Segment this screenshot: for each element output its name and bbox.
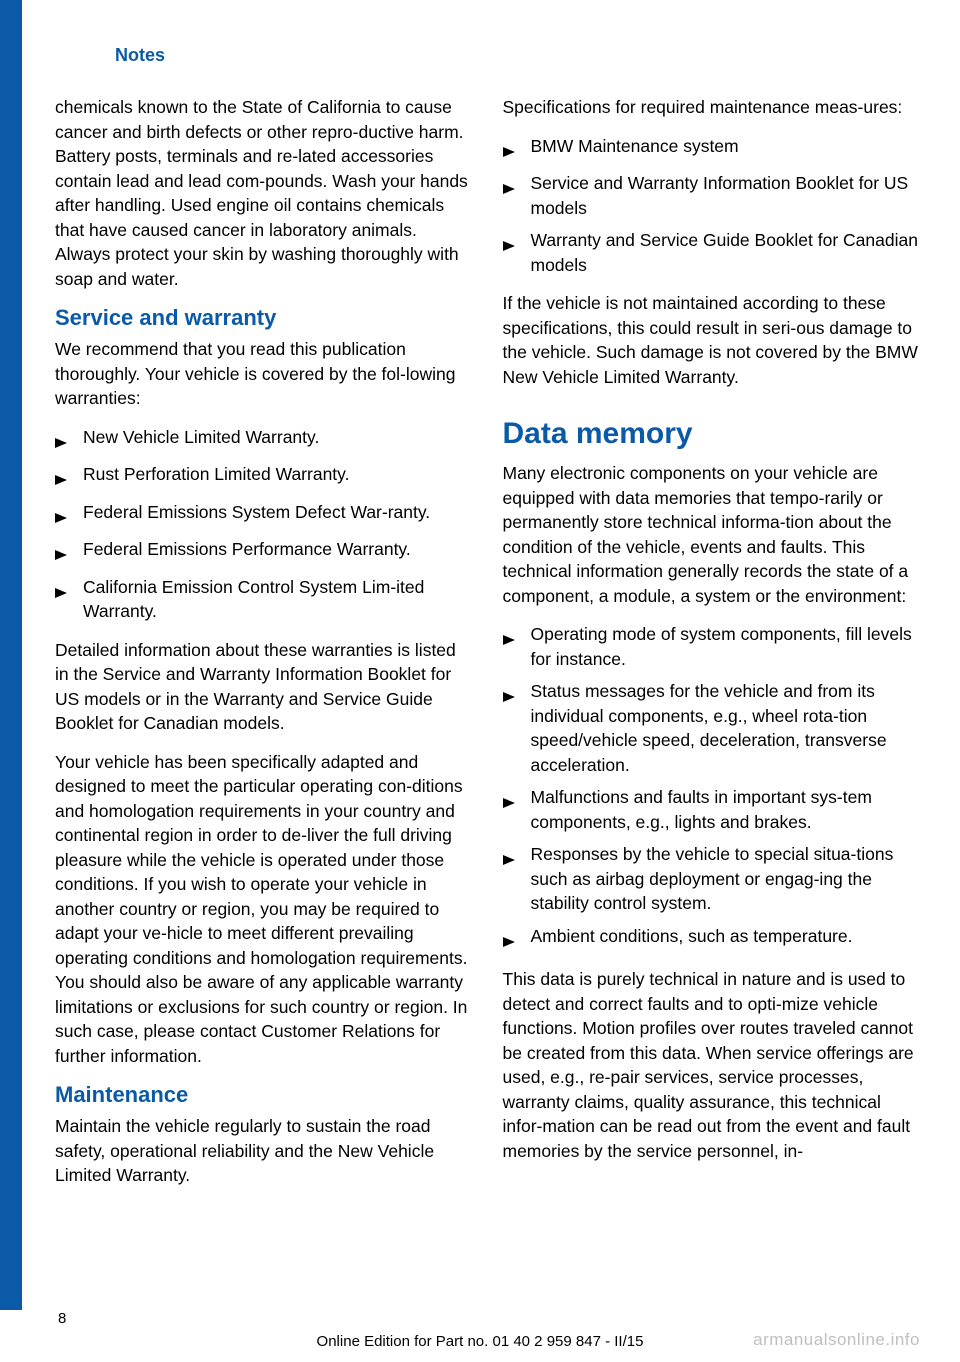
service-detail-paragraph: Detailed information about these warrant… <box>55 638 473 736</box>
list-item-text: BMW Maintenance system <box>531 134 921 159</box>
maintenance-paragraph: Maintain the vehicle regularly to sustai… <box>55 1114 473 1188</box>
list-item: Federal Emissions Performance Warranty. <box>55 537 473 567</box>
service-bullet-list: New Vehicle Limited Warranty. Rust Perfo… <box>55 425 473 624</box>
list-item: Status messages for the vehicle and from… <box>503 679 921 777</box>
list-item: Ambient conditions, such as temperature. <box>503 924 921 954</box>
list-item-text: Federal Emissions Performance Warranty. <box>83 537 473 562</box>
list-item: Operating mode of system components, fil… <box>503 622 921 671</box>
service-warranty-heading: Service and warranty <box>55 305 473 331</box>
right-column: Specifications for required maintenance … <box>503 95 921 1202</box>
service-intro-paragraph: We recommend that you read this publicat… <box>55 337 473 411</box>
list-item: New Vehicle Limited Warranty. <box>55 425 473 455</box>
list-item-text: Operating mode of system components, fil… <box>531 622 921 671</box>
spec-intro-paragraph: Specifications for required maintenance … <box>503 95 921 120</box>
list-item: BMW Maintenance system <box>503 134 921 164</box>
list-item-text: Ambient conditions, such as temperature. <box>531 924 921 949</box>
list-item-text: Status messages for the vehicle and from… <box>531 679 921 777</box>
bullet-icon <box>55 462 83 492</box>
list-item-text: Service and Warranty Information Booklet… <box>531 171 921 220</box>
list-item-text: Federal Emissions System Defect War‐rant… <box>83 500 473 525</box>
data-technical-paragraph: This data is purely technical in nature … <box>503 967 921 1163</box>
list-item-text: Responses by the vehicle to special situ… <box>531 842 921 916</box>
bullet-icon <box>503 171 531 201</box>
maintenance-heading: Maintenance <box>55 1082 473 1108</box>
data-memory-intro-paragraph: Many electronic components on your vehic… <box>503 461 921 608</box>
service-adaptation-paragraph: Your vehicle has been specifically adapt… <box>55 750 473 1069</box>
list-item: Warranty and Service Guide Booklet for C… <box>503 228 921 277</box>
bullet-icon <box>503 679 531 709</box>
content-area: chemicals known to the State of Californ… <box>55 95 920 1202</box>
list-item-text: Rust Perforation Limited Warranty. <box>83 462 473 487</box>
bullet-icon <box>55 500 83 530</box>
watermark-text: armanualsonline.info <box>753 1330 920 1350</box>
spec-bullet-list: BMW Maintenance system Service and Warra… <box>503 134 921 278</box>
list-item: Malfunctions and faults in important sys… <box>503 785 921 834</box>
list-item-text: Malfunctions and faults in important sys… <box>531 785 921 834</box>
side-accent-bar <box>0 0 22 1310</box>
bullet-icon <box>503 842 531 872</box>
list-item: Rust Perforation Limited Warranty. <box>55 462 473 492</box>
bullet-icon <box>503 785 531 815</box>
list-item-text: California Emission Control System Lim‐i… <box>83 575 473 624</box>
list-item-text: Warranty and Service Guide Booklet for C… <box>531 228 921 277</box>
list-item: Responses by the vehicle to special situ… <box>503 842 921 916</box>
list-item: Service and Warranty Information Booklet… <box>503 171 921 220</box>
bullet-icon <box>503 134 531 164</box>
bullet-icon <box>503 228 531 258</box>
list-item-text: New Vehicle Limited Warranty. <box>83 425 473 450</box>
data-bullet-list: Operating mode of system components, fil… <box>503 622 921 953</box>
section-header-label: Notes <box>115 45 165 66</box>
bullet-icon <box>503 924 531 954</box>
bullet-icon <box>503 622 531 652</box>
left-column: chemicals known to the State of Californ… <box>55 95 473 1202</box>
bullet-icon <box>55 575 83 605</box>
list-item: California Emission Control System Lim‐i… <box>55 575 473 624</box>
intro-paragraph: chemicals known to the State of Californ… <box>55 95 473 291</box>
spec-warning-paragraph: If the vehicle is not maintained accordi… <box>503 291 921 389</box>
bullet-icon <box>55 537 83 567</box>
data-memory-heading: Data memory <box>503 417 921 451</box>
bullet-icon <box>55 425 83 455</box>
page-number: 8 <box>58 1310 66 1327</box>
list-item: Federal Emissions System Defect War‐rant… <box>55 500 473 530</box>
